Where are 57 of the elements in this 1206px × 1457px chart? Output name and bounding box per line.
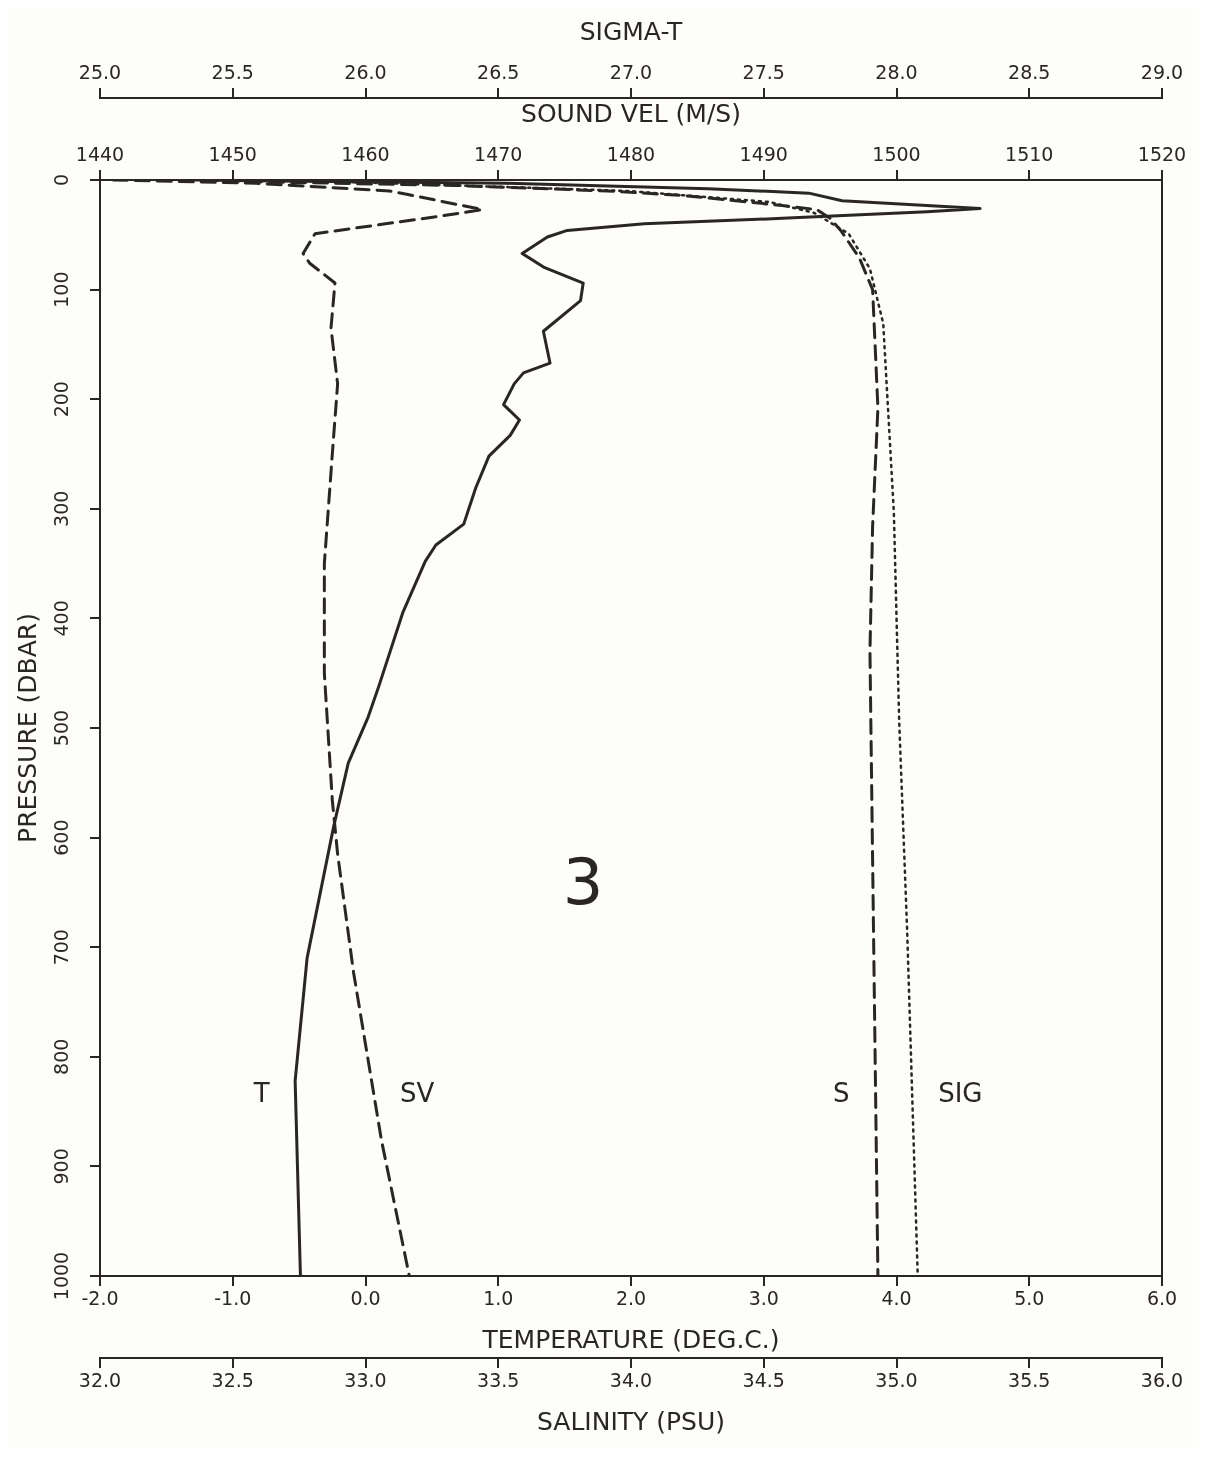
x-tick-label: 32.0 xyxy=(78,1369,122,1392)
x2-tick-label: 27.0 xyxy=(609,60,653,83)
x2-tick-label: 26.0 xyxy=(344,60,387,83)
x-tick-label: 5.0 xyxy=(1014,1287,1045,1310)
x2-tick-label: 1440 xyxy=(75,142,125,165)
x-tick-label: 34.5 xyxy=(742,1369,785,1392)
x2-tick-label: 1510 xyxy=(1005,142,1054,165)
x-tick-label: 33.5 xyxy=(477,1369,520,1392)
y-axis-title: PRESSURE (DBAR) xyxy=(12,613,42,843)
x-tick-label: 34.0 xyxy=(609,1369,653,1392)
x2-tick-label: 1460 xyxy=(341,142,390,165)
y-tick-label: 200 xyxy=(49,381,72,418)
x2-tick-label: 27.5 xyxy=(742,60,785,83)
x2-tick-label: 28.0 xyxy=(875,60,918,83)
x-axis-title: SALINITY (PSU) xyxy=(536,1406,726,1436)
y-tick-label: 600 xyxy=(49,819,72,856)
series-label: SIG xyxy=(938,1077,983,1108)
x2-tick-label: 29.0 xyxy=(1140,60,1184,83)
x2-tick-label: 1490 xyxy=(739,142,788,165)
x-tick-label: -2.0 xyxy=(81,1287,119,1310)
x2-tick-label: 26.5 xyxy=(477,60,520,83)
x-tick-label: 35.0 xyxy=(875,1369,918,1392)
x-tick-label: -1.0 xyxy=(214,1287,252,1310)
series-label: T xyxy=(252,1077,270,1108)
y-tick-label: 500 xyxy=(49,709,72,747)
x-axis-title: TEMPERATURE (DEG.C.) xyxy=(481,1324,780,1354)
y-tick-label: 1000 xyxy=(49,1251,72,1301)
annotation: 3 xyxy=(562,844,604,919)
y-tick-label: 400 xyxy=(49,600,72,637)
x2-tick-label: 25.5 xyxy=(211,60,254,83)
x-tick-label: 33.0 xyxy=(344,1369,387,1392)
y-tick-label: 0 xyxy=(49,173,72,187)
x-tick-label: 3.0 xyxy=(748,1287,779,1310)
y-tick-label: 800 xyxy=(49,1038,72,1075)
x2-tick-label: 1470 xyxy=(474,142,523,165)
x2-tick-label: 1450 xyxy=(208,142,257,165)
x2-tick-label: 1480 xyxy=(606,142,656,165)
x-tick-label: 4.0 xyxy=(881,1287,912,1310)
x-tick-label: 6.0 xyxy=(1146,1287,1178,1310)
x-tick-label: 2.0 xyxy=(615,1287,647,1310)
x2-tick-label: 1500 xyxy=(872,142,921,165)
x-tick-label: 0.0 xyxy=(350,1287,381,1310)
series-label: S xyxy=(833,1077,850,1108)
series-label: SV xyxy=(399,1077,435,1108)
x2-tick-label: 28.5 xyxy=(1008,60,1051,83)
x2-tick-label: 1520 xyxy=(1137,142,1187,165)
x-tick-label: 1.0 xyxy=(483,1287,514,1310)
x2-axis-title: SOUND VEL (M/S) xyxy=(521,98,741,128)
x2-tick-label: 25.0 xyxy=(78,60,122,83)
x2-axis-title: SIGMA-T xyxy=(579,16,684,46)
x-tick-label: 36.0 xyxy=(1140,1369,1184,1392)
x-tick-label: 32.5 xyxy=(211,1369,254,1392)
y-tick-label: 900 xyxy=(49,1148,72,1185)
x-tick-label: 35.5 xyxy=(1008,1369,1051,1392)
y-tick-label: 100 xyxy=(49,271,72,308)
y-tick-label: 300 xyxy=(49,490,72,527)
y-tick-label: 700 xyxy=(49,929,72,966)
